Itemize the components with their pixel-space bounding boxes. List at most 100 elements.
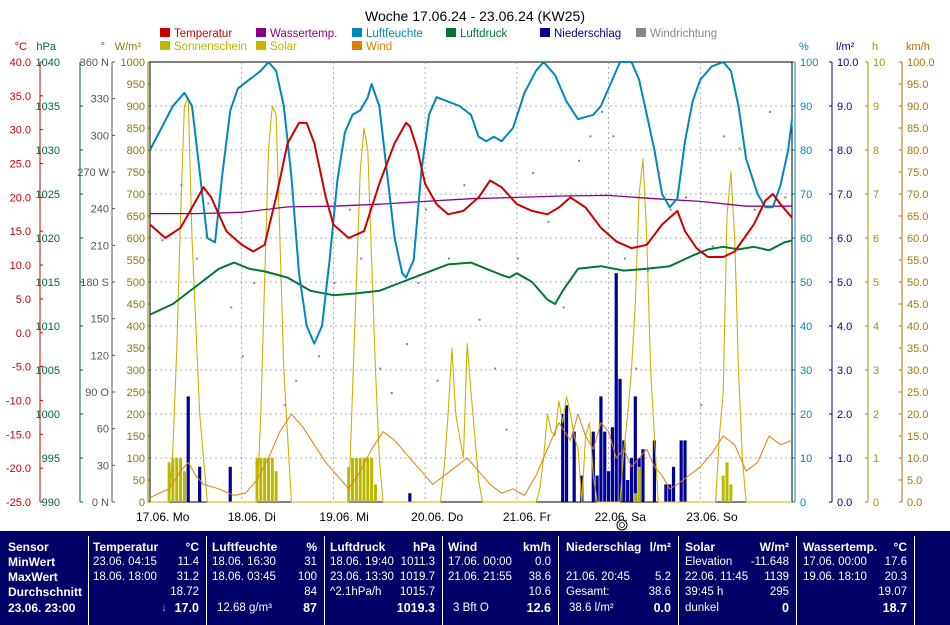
legend-label: Solar	[270, 41, 297, 53]
humidity-unit: %	[306, 540, 317, 554]
rain-max-time: 21.06. 20:45	[566, 571, 630, 583]
water-current: 18.7	[882, 601, 907, 615]
sunshine-tick-label: 3	[873, 365, 879, 377]
sunshine-tick-label: 2	[873, 409, 879, 421]
legend-swatch	[446, 28, 456, 37]
legend-label: Niederschlag	[554, 28, 621, 40]
niederschlag-bar	[228, 466, 232, 502]
panel-sensor: Sensor MinWert MaxWert Durchschnitt 23.0…	[4, 536, 86, 625]
niederschlag-bar	[629, 458, 634, 502]
rain-header: Niederschlag	[566, 540, 642, 554]
temp-tick-label: 25.0	[10, 159, 31, 171]
wind-tick-label: 85.0	[907, 123, 928, 135]
temp-tick-label: -10.0	[6, 395, 31, 407]
wind-max-time: 21.06. 21:55	[448, 571, 512, 583]
wind-header: Wind	[448, 540, 478, 554]
wind-direction-dot	[562, 306, 565, 309]
temp-tick-label: 15.0	[10, 226, 31, 238]
niederschlag-bar	[652, 440, 657, 502]
wind-tick-label: 80.0	[907, 145, 928, 157]
temp-tick-label: 5.0	[16, 294, 31, 306]
sonnenschein-bar	[182, 471, 186, 502]
direction-tick-label: 330	[91, 94, 109, 106]
humidity-tick-label: 70	[800, 189, 812, 201]
temp-current: 17.0	[174, 601, 199, 615]
temp-tick-label: -15.0	[6, 429, 31, 441]
niederschlag-bar	[679, 440, 683, 502]
wind-direction-dot	[711, 245, 714, 248]
sunshine-tick-label: 1	[873, 453, 879, 465]
wassertemp-line	[150, 194, 792, 215]
direction-tick-label: 60	[97, 424, 109, 436]
solar-tick-label: 600	[127, 233, 145, 245]
solar-tick-label: 450	[127, 299, 145, 311]
wind-direction-dot	[635, 367, 638, 370]
humidity-max-val: 100	[297, 571, 317, 583]
wind-direction-dot	[161, 239, 164, 242]
wind-direction-dot	[379, 367, 382, 370]
niederschlag-bar	[198, 466, 202, 502]
wind-direction-dot	[230, 306, 233, 309]
niederschlag-bar	[564, 405, 569, 502]
direction-tick-label: 210	[91, 240, 109, 252]
temp-tick-label: 20.0	[10, 192, 31, 204]
legend: Temperatur Wassertemp. Luftfeuchte Luftdruc…	[160, 28, 717, 53]
niederschlag-bar	[561, 414, 565, 502]
wind-tick-label: 90.0	[907, 101, 928, 113]
solar-header: Solar	[685, 540, 716, 554]
wind-direction-dot	[516, 257, 519, 260]
sonnenschein-bar	[370, 458, 374, 502]
rain-tick-label: 4.0	[837, 321, 852, 333]
wind-direction-dot	[253, 282, 256, 284]
temp-max-time: 18.06. 18:00	[93, 571, 157, 583]
x-tick-label: 18.06. Di	[228, 510, 276, 524]
wind-tick-label: 65.0	[907, 211, 928, 223]
niederschlag-bar	[610, 427, 614, 502]
temp-tick-label: 10.0	[10, 260, 31, 272]
niederschlag-bar	[614, 273, 618, 502]
direction-tick-label: 90 O	[85, 387, 109, 399]
x-tick-label: 21.06. Fr	[503, 510, 551, 524]
wind-direction-dot	[436, 379, 439, 382]
sonnenschein-bar	[175, 458, 179, 502]
pressure-tick-label: 990	[42, 497, 60, 509]
panel-luftdruck: Luftdruck hPa 18.06. 19:40 1011.3 23.06. 1…	[324, 536, 441, 625]
wind-direction-dot	[784, 196, 787, 199]
sunshine-tick-label: 5	[873, 277, 879, 289]
humidity-tick-label: 30	[800, 365, 812, 377]
wind-direction-dot	[646, 269, 649, 272]
legend-label: Luftdruck	[460, 28, 508, 40]
panel-wind: Wind km/h 17.06. 00:00 0.0 21.06. 21:55 38.…	[442, 536, 557, 625]
scroll-handle[interactable]	[616, 519, 628, 531]
rain-unit-label: l/m²	[836, 41, 855, 53]
direction-tick-label: 0 N	[92, 497, 109, 509]
wind-direction-dot	[180, 184, 183, 187]
wind-tick-label: 30.0	[907, 365, 928, 377]
pressure-current: 1019.3	[396, 601, 435, 615]
wind-unit: km/h	[522, 540, 551, 554]
wind-tick-label: 75.0	[907, 167, 928, 179]
legend-swatch	[636, 28, 646, 37]
x-axis-labels: 17.06. Mo 18.06. Di 19.06. Mi 20.06. Do 21.0…	[136, 510, 738, 524]
legend-label: Luftfeuchte	[366, 28, 423, 40]
temp-tick-label: -25.0	[6, 497, 31, 509]
pressure-tick-label: 1005	[36, 365, 60, 377]
x-tick-label: 19.06. Mi	[319, 510, 368, 524]
rain-current: 0.0	[653, 601, 671, 615]
rain-max-val: 5.2	[655, 571, 671, 583]
temp-trend-icon: ↓	[161, 602, 167, 614]
humidity-header: Luftfeuchte	[212, 540, 278, 554]
wind-direction-dot	[268, 208, 271, 211]
niederschlag-bar	[186, 396, 190, 502]
pressure-min-val: 1011.3	[400, 556, 435, 568]
sonnenschein-bar	[721, 475, 725, 502]
pressure-unit-label: hPa	[36, 41, 56, 53]
water-max-val: 20.3	[884, 571, 907, 583]
legend-label: Wassertemp.	[270, 28, 337, 40]
wind-tick-label: 50.0	[907, 277, 928, 289]
rain-tick-label: 5.0	[837, 277, 852, 289]
temp-min-time: 23.06. 04:15	[93, 556, 157, 568]
rain-tick-label: 6.0	[837, 233, 852, 245]
pressure-tick-label: 1015	[36, 277, 60, 289]
sonnenschein-bar	[358, 458, 362, 502]
